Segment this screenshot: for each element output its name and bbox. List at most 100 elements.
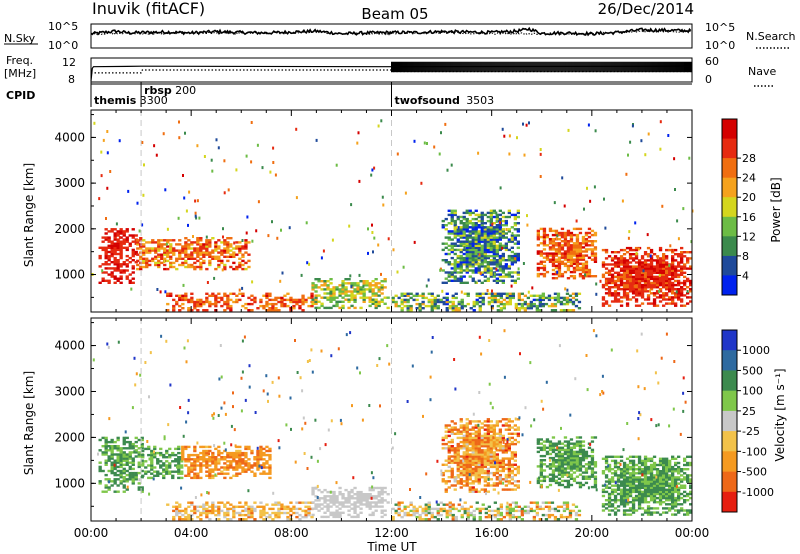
scatter-cell [462,438,466,442]
scatter-cell [203,155,206,158]
scatter-cell [250,515,254,519]
scatter-cell [671,257,675,260]
scatter-cell [144,460,148,463]
scatter-cell [140,438,144,442]
scatter-cell [184,298,188,302]
scatter-cell [677,279,681,283]
scatter-cell [495,445,499,448]
scatter-cell [520,507,524,511]
scatter-cell [226,513,230,517]
scatter-cell [517,515,521,519]
scatter-cell [554,272,559,276]
scatter-cell [247,509,251,513]
scatter-cell [471,442,475,446]
scatter-cell [516,136,518,140]
scatter-cell [238,249,242,252]
scatter-cell [450,447,454,450]
scatter-cell [220,261,224,265]
scatter-cell [459,455,463,458]
scatter-cell [475,507,479,511]
scatter-cell [196,144,199,148]
scatter-cell [604,248,609,252]
scatter-cell [474,447,478,450]
scatter-cell [590,258,595,261]
scatter-cell [110,267,114,270]
scatter-cell [244,447,248,451]
scatter-cell [359,511,363,514]
scatter-cell [468,432,472,435]
scatter-cell [459,480,463,483]
scatter-cell [244,307,248,310]
scatter-cell [462,469,466,473]
scatter-cell [160,257,164,260]
scatter-cell [468,447,472,450]
scatter-cell [465,473,469,477]
scatter-cell [649,302,654,305]
scatter-cell [634,269,639,272]
scatter-cell [474,451,478,454]
scatter-cell [217,146,220,150]
scatter-cell [680,261,684,264]
scatter-cell [441,226,445,229]
scatter-cell [436,294,440,297]
scatter-cell [217,453,221,457]
scatter-cell [362,282,366,285]
scatter-cell [199,245,203,248]
scatter-cell [241,255,245,258]
scatter-cell [462,434,466,438]
scatter-cell [217,247,221,250]
scatter-cell [483,469,487,473]
scatter-cell [629,140,632,144]
scatter-cell [445,503,449,506]
scatter-cell [551,246,556,249]
scatter-cell [477,434,481,438]
scatter-cell [610,263,615,266]
scatter-cell [683,255,687,258]
scatter-cell [344,298,348,301]
noise-ytick-top: 10^5 [48,20,78,33]
scatter-cell [491,289,493,293]
scatter-cell [171,476,175,480]
scatter-cell [471,250,475,254]
scatter-cell [226,243,230,246]
scatter-cell [474,256,478,260]
scatter-cell [465,451,469,454]
scatter-cell [471,279,475,282]
scatter-cell [453,459,457,462]
scatter-cell [412,511,416,515]
scatter-cell [532,509,536,513]
scatter-cell [445,292,449,295]
scatter-cell [190,292,194,295]
scatter-cell [477,445,481,448]
scatter-cell [107,469,111,473]
scatter-cell [232,292,236,295]
scatter-cell [480,440,484,444]
scatter-cell [477,238,481,241]
scatter-cell [205,292,209,295]
scatter-cell [439,509,443,513]
scatter-cell [444,469,448,473]
scatter-cell [359,290,363,293]
scatter-cell [190,470,194,473]
scatter-cell [147,453,151,457]
scatter-cell [338,294,342,297]
scatter-cell [474,217,478,221]
scatter-cell [680,257,684,260]
scatter-cell [250,464,254,467]
scatter-cell [483,484,487,487]
scatter-cell [682,207,685,211]
scatter-cell [427,501,431,504]
scatter-cell [341,290,345,293]
scatter-cell [211,451,215,455]
scatter-cell [655,281,660,285]
scatter-cell [113,440,117,444]
scatter-cell [119,457,123,460]
scatter-cell [289,507,293,511]
scatter-cell [499,292,503,295]
scatter-cell [223,515,227,519]
scatter-cell [483,480,487,483]
scatter-cell [220,253,224,256]
scatter-cell [235,445,239,449]
scatter-cell [211,294,215,297]
scatter-cell [320,497,324,500]
